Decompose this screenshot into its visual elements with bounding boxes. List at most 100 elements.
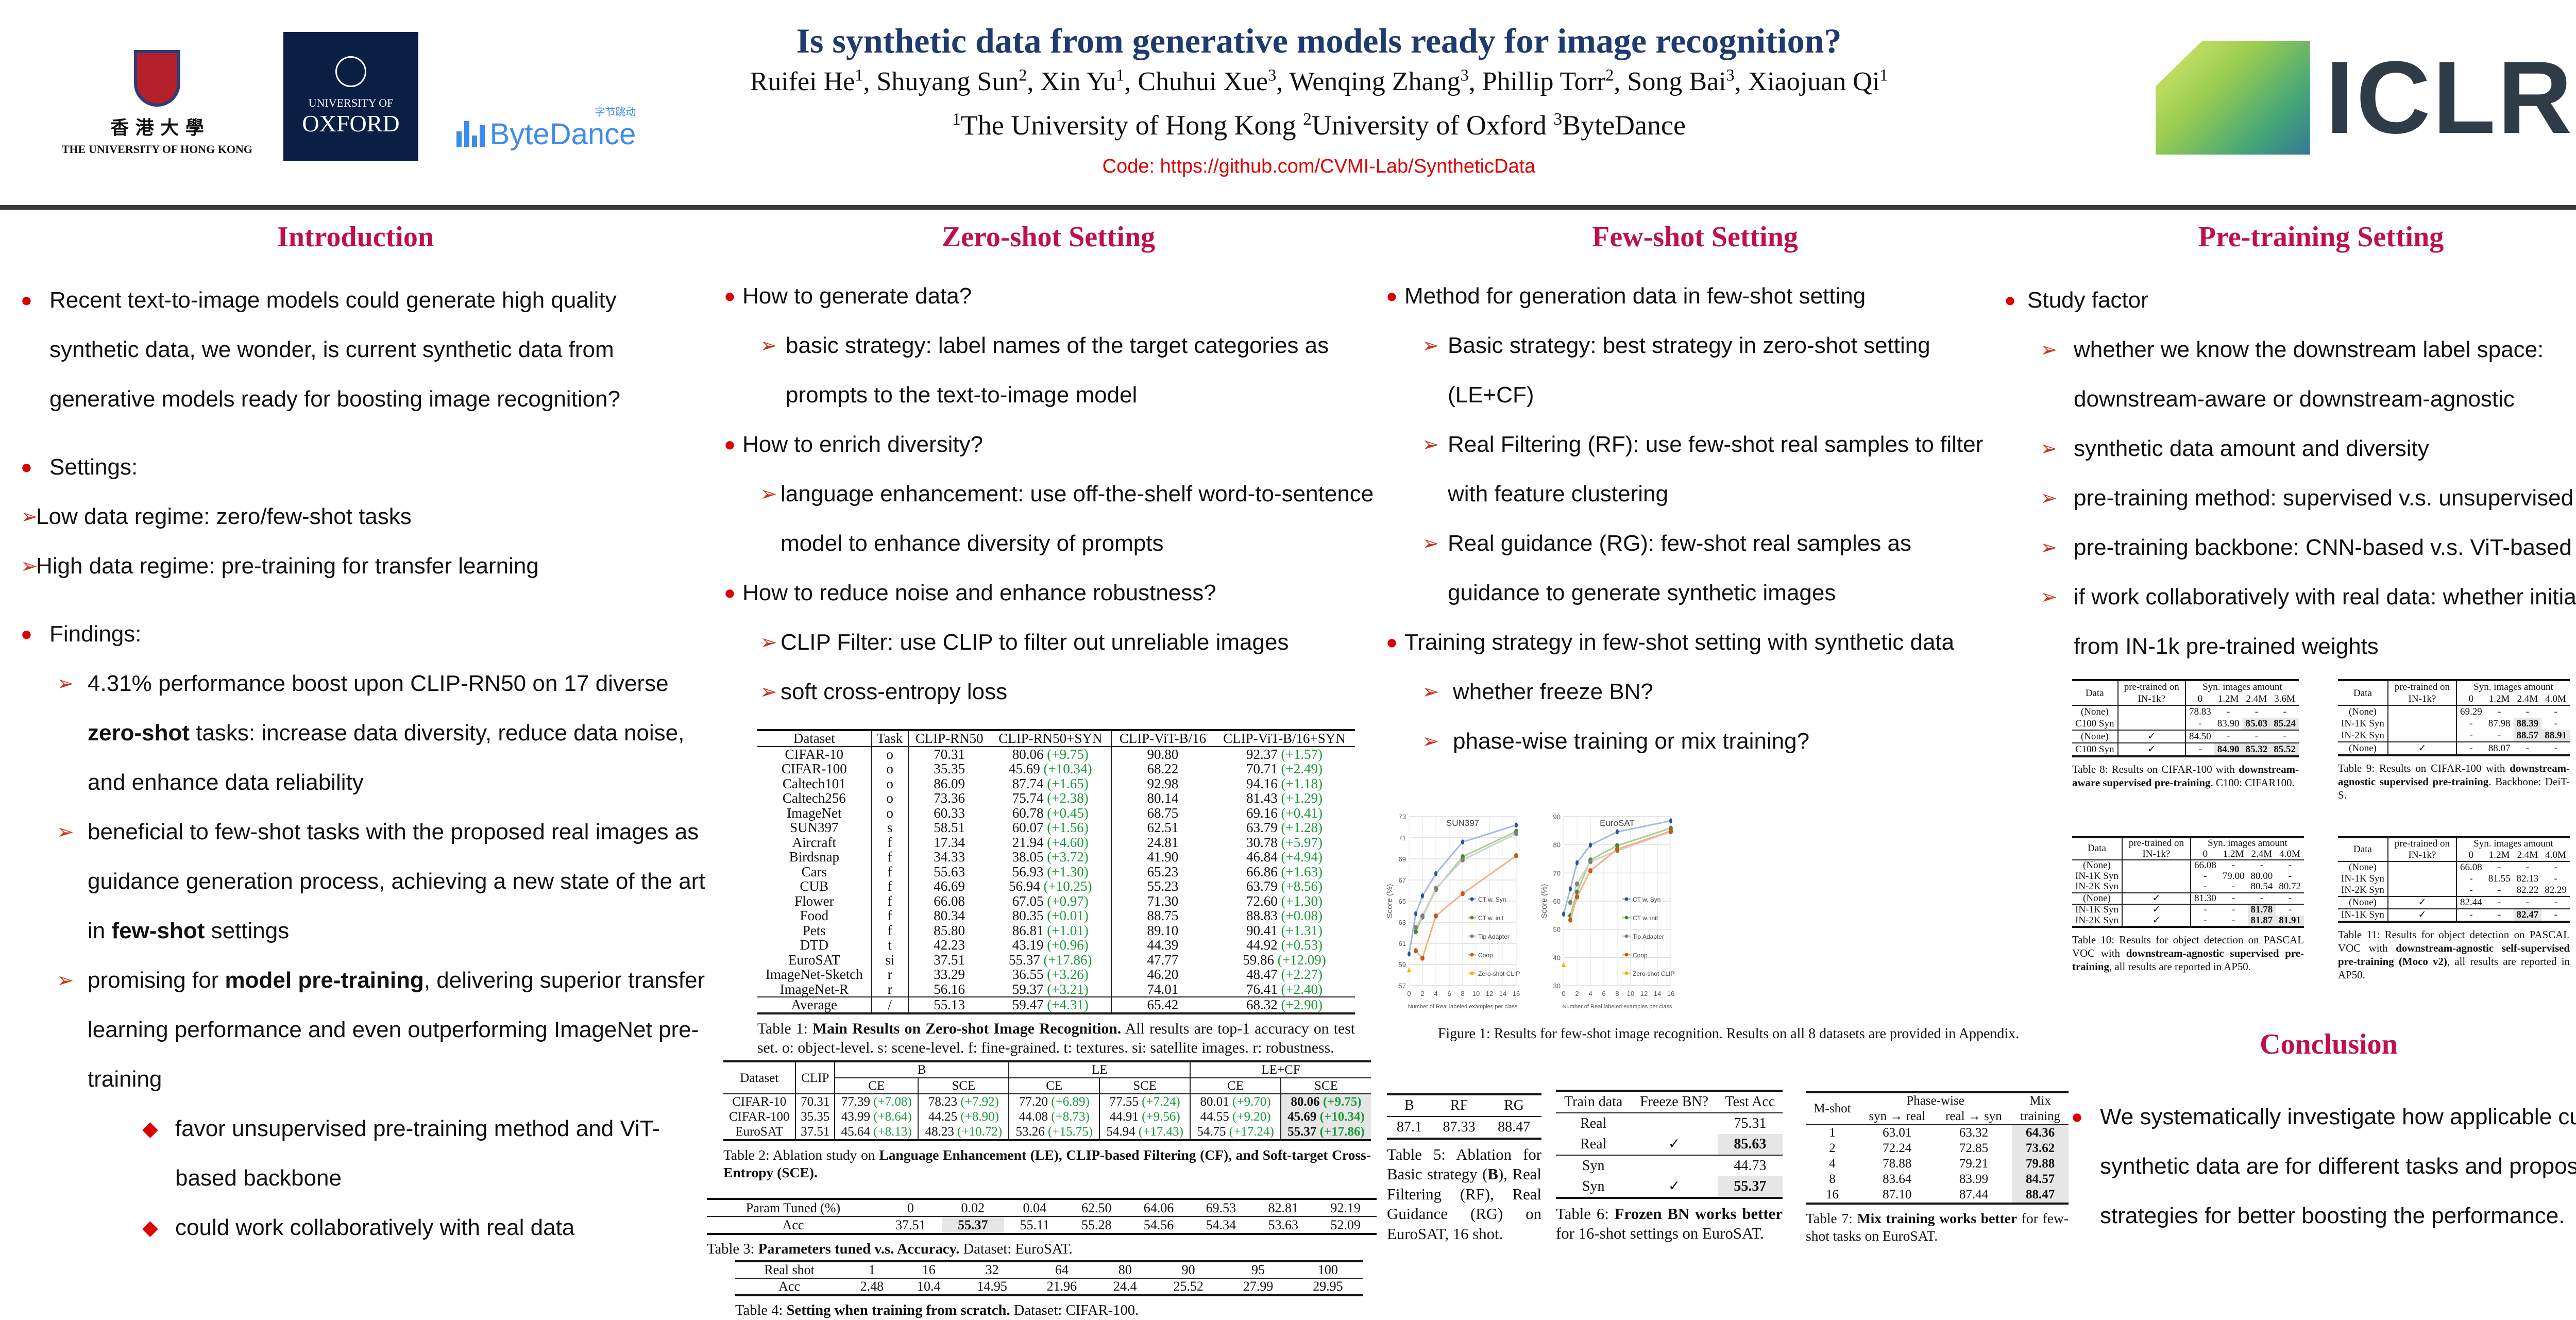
cell-value: 76.41 [1246, 981, 1278, 997]
cell-delta: (+4.60) [1043, 834, 1089, 850]
data-point [1461, 891, 1465, 896]
table-cell: Real [1580, 1115, 1607, 1131]
table-t6-grid: Train data Freeze BN? Test Acc Real 75.31 Rea… [1556, 1090, 1783, 1199]
table-cell: 83.64 [1883, 1172, 1912, 1186]
affiliation: 2University of Oxford [1303, 110, 1554, 141]
table-cell: f [871, 835, 909, 850]
table-cell: IN-1K Syn [2072, 871, 2123, 882]
zs-question-diversity: How to enrich diversity? [724, 420, 1378, 469]
table-header-cell: CLIP-RN50 [908, 729, 990, 747]
table-cell: ✓ [2122, 915, 2192, 928]
y-tick-label: 63 [1399, 919, 1406, 926]
oxford-text: OXFORD [302, 110, 400, 137]
table-cell: - [2485, 896, 2514, 909]
legend-label: CT w. init [1478, 915, 1504, 922]
table-header-cell: pre-trained on IN-1k? [2117, 679, 2186, 706]
cell-value: 67.05 [1012, 893, 1044, 909]
table-cell: 92.98 [1147, 775, 1179, 791]
table-cell: 81.78 [2247, 904, 2276, 916]
table-cell: - [2247, 892, 2276, 904]
table-cell: 75.31 [1734, 1115, 1767, 1131]
cell-value: 80.01 [1200, 1095, 1229, 1109]
cell-delta: (+1.18) [1277, 775, 1323, 791]
table-header-cell: 90 [1153, 1260, 1224, 1279]
table-cell: 43.19 (+0.96) [990, 938, 1112, 953]
pt-factor-label-space: whether we know the downstream label spa… [2004, 325, 2576, 424]
table-cell: 60.78 (+0.45) [990, 805, 1112, 821]
cell-value: 80.06 [1012, 746, 1044, 762]
cell-value: 66.86 [1246, 864, 1278, 879]
x-axis-label: Number of Real labeled examples per clas… [1408, 1004, 1518, 1010]
section-title-conclusion: Conclusion [2260, 1028, 2398, 1060]
table-row: Pets f 85.80 86.81 (+1.01) 89.10 90.41 (+1.31… [757, 923, 1355, 938]
data-point [1669, 818, 1672, 824]
author-name: Phillip Torr2 [1482, 66, 1614, 97]
table-row: Syn ✓ 55.37 [1556, 1176, 1783, 1199]
cell-delta: (+12.09) [1274, 952, 1326, 968]
table-row: C100 Syn - 83.90 85.03 85.24 [2072, 718, 2299, 730]
table-row: (None) 66.08 - - - [2072, 860, 2304, 871]
table-cell: 73.62 [2012, 1141, 2069, 1156]
cell-value: 90.41 [1246, 922, 1278, 938]
code-link[interactable]: Code: https://github.com/CVMI-Lab/Synthe… [1102, 156, 1536, 177]
table-cell: 1 [1829, 1126, 1836, 1140]
table-header-cell: 4.0M [2541, 850, 2570, 862]
table-header-cell: Dataset [723, 1060, 796, 1094]
table-header-cell: LE+CF [1190, 1060, 1371, 1078]
table-cell: CIFAR-10 [723, 1094, 796, 1109]
fs-training-phase-mix: phase-wise training or mix training? [1386, 717, 2004, 766]
cell-value: 60.07 [1012, 820, 1044, 835]
table-header-cell: 62.50 [1065, 1198, 1128, 1217]
table-cell: 79.21 [1959, 1157, 1989, 1171]
table-cell [2122, 871, 2192, 882]
table-cell: (None) [2338, 896, 2388, 909]
table-header-cell: 0.02 [941, 1198, 1004, 1217]
table-cell: 33.29 [934, 967, 965, 982]
cell-delta: (+9.70) [1229, 1095, 1271, 1109]
author-list: Ruifei He1, Shuyang Sun2, Xin Yu1, Chuhu… [750, 66, 1888, 97]
author-name: Xiaojuan Qi1 [1748, 66, 1888, 97]
table-cell: 79.88 [2012, 1156, 2069, 1172]
data-point [1569, 886, 1572, 892]
data-point [1407, 967, 1411, 973]
table-t5: B RF RG 87.1 87.33 88.47 Table 5: Ablation for… [1387, 1093, 1541, 1244]
table-cell: 44.55 (+9.20) [1190, 1109, 1281, 1124]
iclr-text: ICLR [2325, 40, 2574, 155]
table-header-cell: CE [835, 1077, 919, 1094]
table-cell: (None) [2072, 860, 2123, 871]
cell-value: 44.55 [1200, 1110, 1229, 1124]
fs-method-real-guidance: Real guidance (RG): few-shot real sample… [1386, 519, 2004, 618]
table-header-row: Dataset CLIP B LE LE+CF [723, 1060, 1371, 1094]
poster-title: Is synthetic data from generative models… [796, 21, 1842, 60]
table-cell: 78.23 (+7.92) [918, 1094, 1010, 1109]
cell-value: 84.57 [2026, 1172, 2055, 1186]
zs-answer-soft-ce: soft cross-entropy loss [724, 667, 1378, 717]
data-point [1461, 839, 1464, 845]
table-cell: C100 Syn [2072, 742, 2119, 757]
cell-delta: (+1.29) [1277, 790, 1323, 806]
table-cell: 2.48 [843, 1278, 901, 1296]
table-cell: IN-2K Syn [2072, 881, 2123, 893]
table-header-row: B RF RG [1387, 1093, 1541, 1117]
table-header-row: Train data Freeze BN? Test Acc [1556, 1090, 1783, 1113]
table-header-row: Data pre-trained on IN-1k? Syn. images amo… [2072, 679, 2299, 706]
table-cell: 72.60 (+1.30) [1214, 893, 1355, 909]
cell-delta: (+15.75) [1044, 1125, 1093, 1139]
cell-value: 60.78 [1012, 805, 1044, 821]
iclr-logo: ICLR [2107, 31, 2576, 165]
x-tick-label: 12 [1486, 990, 1493, 997]
table-header-cell: RG [1486, 1093, 1541, 1117]
table-cell: - [2185, 742, 2214, 757]
table-cell: 82.47 [2513, 908, 2542, 923]
table-row: Average/55.13 59.47 (+4.31) 65.42 68.32 (+2… [757, 996, 1355, 1014]
y-tick-label: 90 [1553, 813, 1561, 821]
table-cell: - [2469, 885, 2473, 895]
table-cell: f [871, 893, 909, 908]
table-row: CIFAR-10 70.31 77.39 (+7.08) 78.23 (+7.92) 7… [723, 1094, 1371, 1109]
cell-value: 85.32 [2245, 744, 2268, 755]
cell-value: 53.26 [1015, 1125, 1045, 1139]
table-cell: 86.09 [934, 775, 965, 791]
table-row: (None) ✓ 84.50- - - [2072, 730, 2299, 743]
table-cell: - [2191, 904, 2219, 916]
table-cell: 48.23 (+10.72) [918, 1124, 1010, 1141]
